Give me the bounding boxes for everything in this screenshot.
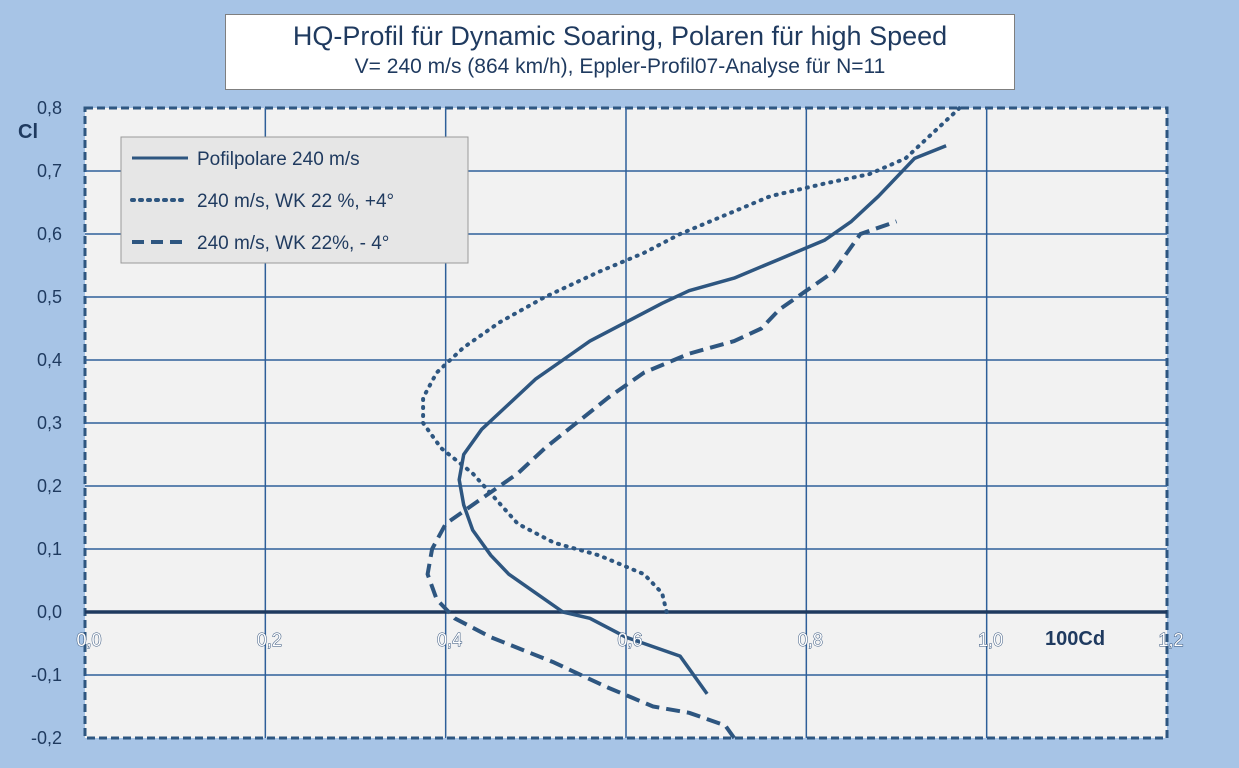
- y-tick-label: 0,3: [37, 413, 62, 433]
- x-tick-label: 0,2: [257, 630, 282, 650]
- y-tick-label: 0,0: [37, 602, 62, 622]
- chart-subtitle: V= 240 m/s (864 km/h), Eppler-Profil07-A…: [354, 55, 886, 78]
- x-tick-label: 0,8: [798, 630, 823, 650]
- legend-label-1: Pofilpolare 240 m/s: [197, 149, 360, 170]
- series-group: [421, 106, 962, 740]
- x-axis-label: 100Cd: [1045, 628, 1105, 650]
- chart-title: HQ-Profil für Dynamic Soaring, Polaren f…: [292, 21, 948, 51]
- series-line-2: [421, 106, 962, 614]
- series-line-1: [457, 144, 947, 695]
- y-tick-label: 0,1: [37, 539, 62, 559]
- y-tick-label: -0,1: [31, 665, 62, 685]
- x-tick-label: 1,2: [1158, 630, 1183, 650]
- y-tick-label: 0,8: [37, 98, 62, 118]
- y-tick-labels: 0,8 0,7 0,6 0,5 0,4 0,3 0,2 0,1 0,0 -0,1 -0,2: [31, 98, 62, 748]
- y-axis-label: Cl: [18, 121, 38, 143]
- y-tick-label: 0,2: [37, 476, 62, 496]
- legend: Pofilpolare 240 m/s 240 m/s, WK 22 %, +4…: [120, 136, 469, 264]
- x-tick-label: 0,6: [617, 630, 642, 650]
- y-tick-label: 0,7: [37, 161, 62, 181]
- legend-label-3: 240 m/s, WK 22%, - 4°: [197, 233, 389, 254]
- y-tick-label: 0,6: [37, 224, 62, 244]
- x-tick-label: 0,4: [437, 630, 462, 650]
- chart-title-box: HQ-Profil für Dynamic Soaring, Polaren f…: [225, 14, 1015, 90]
- legend-label-2: 240 m/s, WK 22 %, +4°: [197, 191, 394, 212]
- y-tick-label: -0,2: [31, 728, 62, 748]
- series-line-3: [425, 219, 898, 740]
- x-tick-label: 1,0: [978, 630, 1003, 650]
- x-tick-labels: 0,0 0,2 0,4 0,6 0,8 1,0 1,2: [76, 630, 1184, 651]
- y-tick-label: 0,4: [37, 350, 62, 370]
- y-tick-label: 0,5: [37, 287, 62, 307]
- x-tick-label: 0,0: [76, 630, 101, 650]
